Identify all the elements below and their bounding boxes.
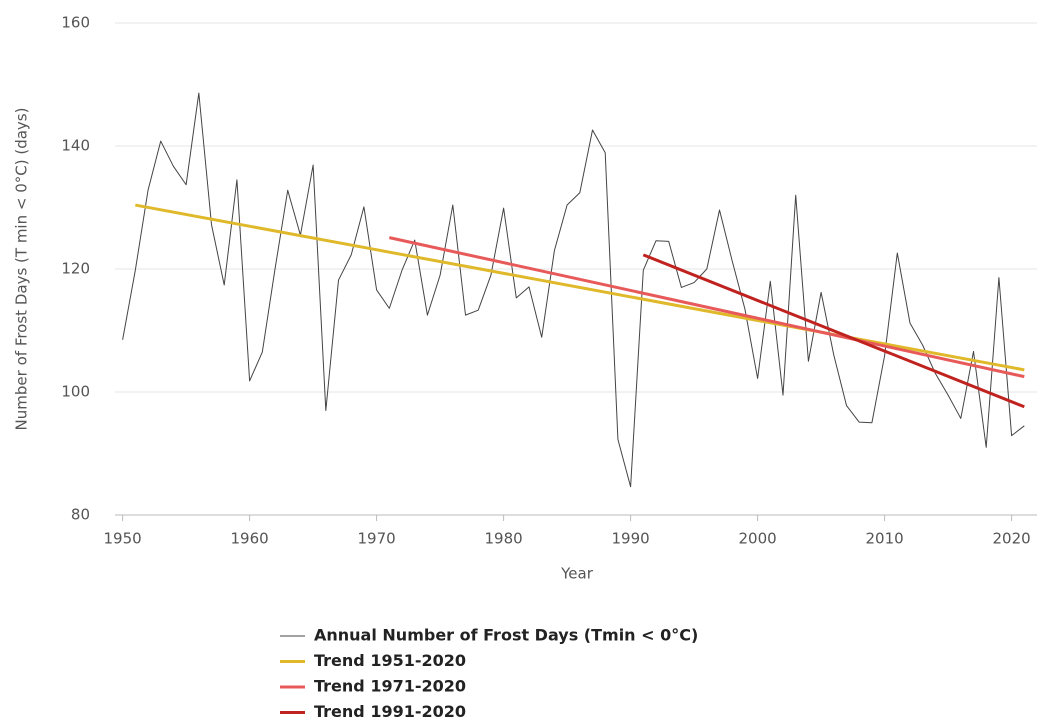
legend-label: Trend 1951-2020 xyxy=(314,651,466,670)
x-tick-label: 1950 xyxy=(104,530,142,548)
y-tick-label: 80 xyxy=(71,506,90,524)
series-line xyxy=(388,236,1025,379)
series-line xyxy=(642,253,1025,409)
x-tick-label: 2000 xyxy=(739,530,777,548)
x-axis-title: Year xyxy=(560,565,594,583)
x-tick-label: 2020 xyxy=(993,530,1031,548)
legend-label: Annual Number of Frost Days (Tmin < 0°C) xyxy=(314,626,698,645)
x-tick-label: 1990 xyxy=(612,530,650,548)
y-tick-label: 120 xyxy=(61,260,90,278)
series-line xyxy=(122,92,1025,488)
x-tick-label: 1980 xyxy=(485,530,523,548)
x-tick-label: 1960 xyxy=(231,530,269,548)
y-tick-label: 100 xyxy=(61,383,90,401)
y-tick-label: 160 xyxy=(61,14,90,32)
x-tick-label: 1970 xyxy=(358,530,396,548)
y-tick-label: 140 xyxy=(61,137,90,155)
legend-label: Trend 1991-2020 xyxy=(314,702,466,721)
y-axis-title: Number of Frost Days (T min < 0°C) (days… xyxy=(13,108,31,431)
series-line xyxy=(135,203,1025,372)
x-tick-label: 2010 xyxy=(866,530,904,548)
legend-label: Trend 1971-2020 xyxy=(314,677,466,696)
